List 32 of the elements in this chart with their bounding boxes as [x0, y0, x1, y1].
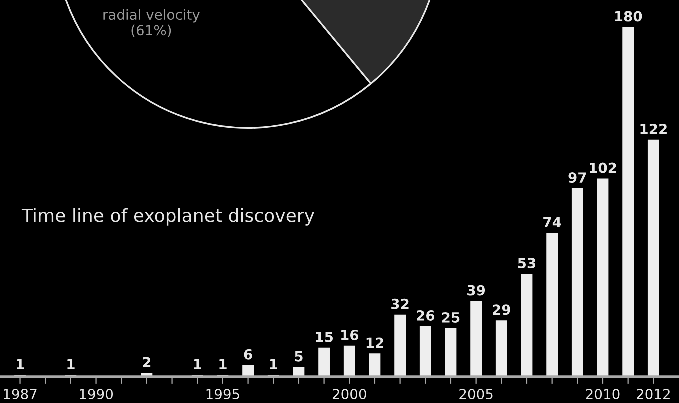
data-label: 2 — [143, 357, 151, 368]
data-label: 12 — [366, 338, 384, 348]
x-tick-label: 1995 — [206, 389, 240, 400]
data-label: 122 — [640, 124, 667, 134]
x-tick-label: 2012 — [637, 389, 670, 400]
data-label: 1 — [220, 359, 227, 370]
data-label: 29 — [493, 304, 510, 316]
x-tick-label: 1987 — [4, 389, 37, 400]
data-label: 1 — [270, 359, 278, 370]
data-label: 26 — [417, 310, 435, 322]
data-label: 180 — [615, 11, 642, 22]
data-label: 39 — [468, 285, 486, 296]
x-tick-label: 2010 — [586, 389, 620, 400]
data-label: 102 — [590, 162, 616, 174]
data-label: 74 — [544, 217, 562, 228]
data-label: 1 — [194, 359, 202, 370]
data-label: 97 — [568, 172, 586, 184]
data-label: 16 — [342, 330, 359, 340]
data-label: 32 — [392, 298, 409, 310]
text: Time line of exoplanet discovery — [22, 208, 314, 226]
x-tick-label: 2005 — [460, 389, 493, 400]
data-label: 53 — [518, 258, 536, 269]
data-label: 1 — [17, 359, 24, 370]
data-label: 25 — [442, 312, 460, 323]
x-tick-label: 1990 — [80, 389, 114, 400]
slice-label: radial velocity — [104, 9, 200, 23]
data-label: 5 — [295, 351, 303, 362]
x-tick-label: 2000 — [332, 389, 366, 400]
data-label: 1 — [68, 359, 75, 370]
data-label: 6 — [244, 349, 252, 360]
data-label: (61%) — [132, 24, 172, 38]
data-label: 15 — [316, 332, 333, 342]
